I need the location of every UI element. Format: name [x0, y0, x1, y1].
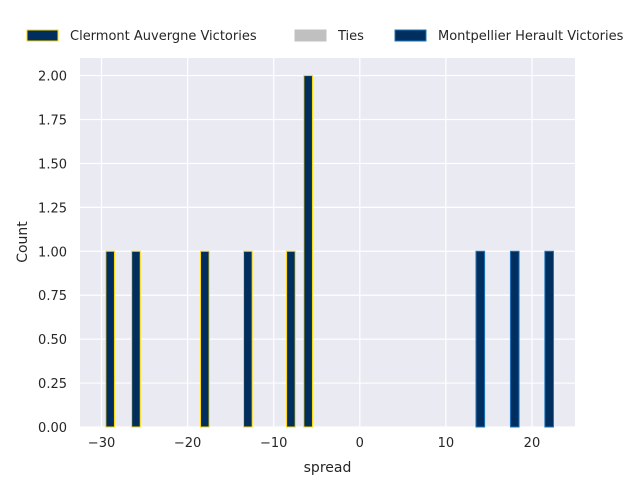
y-tick-labels: 0.00 0.25 0.50 0.75 1.00 1.25 1.50 1.75 2.00 — [38, 70, 67, 436]
x-tick-label: 0 — [356, 436, 364, 451]
histogram-bar — [286, 250, 296, 428]
y-tick-label: 0.50 — [38, 333, 67, 348]
y-tick-label: 1.00 — [38, 245, 67, 260]
histogram-bar — [243, 250, 253, 428]
legend-swatch — [394, 29, 427, 42]
y-axis-label: Count — [15, 221, 31, 263]
y-tick-label: 0.00 — [38, 421, 67, 436]
x-tick-label: −20 — [174, 436, 201, 451]
histogram-bar — [544, 250, 554, 428]
x-tick-labels: −30 −20 −10 0 10 20 — [88, 436, 540, 451]
histogram-bar — [200, 250, 210, 428]
legend-label: Ties — [337, 29, 364, 44]
histogram-bar — [509, 250, 520, 428]
x-tick-label: −10 — [260, 436, 287, 451]
bars — [105, 75, 554, 428]
y-tick-label: 1.75 — [38, 114, 67, 129]
legend-label: Montpellier Herault Victories — [438, 29, 624, 44]
grid-lines — [80, 58, 575, 428]
y-tick-label: 0.75 — [38, 289, 67, 304]
y-tick-label: 1.50 — [38, 157, 67, 172]
legend-swatch — [26, 29, 59, 42]
x-tick-label: −30 — [88, 436, 115, 451]
legend: Clermont Auvergne Victories Ties Montpelli… — [26, 29, 624, 44]
legend-label: Clermont Auvergne Victories — [70, 29, 257, 44]
x-axis-label: spread — [304, 460, 352, 476]
y-tick-label: 2.00 — [38, 70, 67, 85]
histogram-bar — [303, 75, 313, 428]
histogram-bar — [105, 250, 115, 428]
x-tick-label: 20 — [524, 436, 541, 451]
x-tick-label: 10 — [438, 436, 455, 451]
plot-background — [80, 58, 575, 427]
histogram-bar — [475, 250, 486, 428]
legend-swatch — [294, 29, 327, 42]
y-tick-label: 0.25 — [38, 377, 67, 392]
histogram-bar — [131, 250, 141, 428]
y-tick-label: 1.25 — [38, 201, 67, 216]
